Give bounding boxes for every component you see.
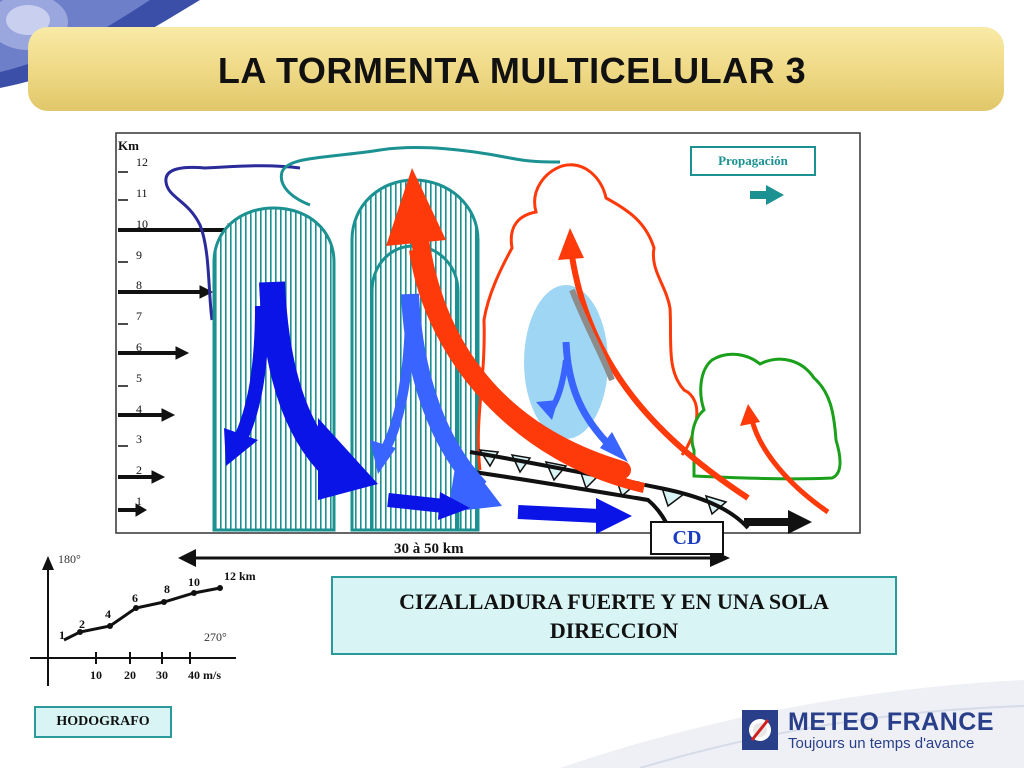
old-upper-flow-arrow (569, 288, 615, 382)
altitude-tick: 9 (136, 248, 142, 262)
outflow-arrow-2 (517, 505, 601, 523)
hodograph-label: HODOGRAFO (34, 706, 172, 738)
altitude-tick: 8 (136, 278, 142, 292)
hodograph-direction-180: 180° (58, 552, 81, 566)
meteo-france-logo: METEO FRANCE Toujours un temps d'avance (742, 708, 1002, 754)
downdraft-3-arrow (562, 341, 615, 451)
propagation-label: Propagación (690, 146, 816, 176)
outflow-arrow-1 (387, 493, 445, 513)
hodograph-height-label: 2 (79, 617, 85, 631)
hodograph-height-label: 8 (164, 582, 170, 596)
altitude-tick: 12 (136, 155, 148, 169)
hodograph-height-label: 10 (188, 575, 200, 589)
old-cell-anvil-outline (164, 164, 301, 321)
title-band (28, 27, 1004, 111)
altitude-tick: 6 (136, 340, 142, 354)
mature-cell-cloud (476, 163, 699, 471)
mature-cell-anvil-outline (279, 146, 561, 207)
bottom-swoosh-decoration (560, 680, 1024, 768)
hodograph-speed-tick: 30 (156, 668, 168, 682)
hodograph-curve (63, 586, 221, 642)
altitude-tick: 11 (136, 186, 148, 200)
altitude-tick: 3 (136, 432, 142, 446)
slide-title: LA TORMENTA MULTICELULAR 3 (217, 50, 807, 91)
altitude-tick: 2 (136, 463, 142, 477)
mature-updraft-arrow-left (409, 249, 646, 493)
altitude-tick: 1 (136, 494, 142, 508)
altitude-unit-label: Km (118, 138, 139, 153)
hodograph-speed-tick: 20 (124, 668, 136, 682)
meteo-france-emblem-icon (742, 710, 778, 750)
hodograph-height-label: 4 (105, 607, 111, 621)
logo-tagline: Toujours un temps d'avance (788, 735, 975, 752)
hodograph-direction-270: 270° (204, 630, 227, 644)
altitude-tick: 10 (136, 217, 148, 231)
hodograph-height-label: 6 (132, 591, 138, 605)
young-cell-cloud (690, 352, 842, 481)
shear-note-box: CIZALLADURA FUERTE Y EN UNA SOLA DIRECCI… (331, 576, 897, 655)
distance-label: 30 à 50 km (394, 541, 464, 557)
altitude-tick: 7 (136, 309, 142, 323)
mature-updraft-arrow-right (569, 255, 750, 501)
altitude-tick-marks (118, 171, 128, 447)
logo-name: METEO FRANCE (788, 708, 994, 736)
main-updraft-arrow (411, 231, 631, 479)
altitude-tick: 4 (136, 402, 142, 416)
main-updraft-arrowhead (386, 168, 446, 246)
hodograph-chart (30, 556, 236, 686)
altitude-tick: 5 (136, 371, 142, 385)
hodograph-speed-tick: 10 (90, 668, 102, 682)
hodograph-speed-tick: 40 m/s (188, 668, 221, 682)
hodograph-height-label: 1 (59, 628, 65, 642)
gust-front-line (469, 450, 750, 530)
gust-front-label: CD (650, 521, 724, 555)
hodograph-height-label: 12 km (224, 569, 256, 583)
young-updraft-arrow (749, 419, 830, 515)
